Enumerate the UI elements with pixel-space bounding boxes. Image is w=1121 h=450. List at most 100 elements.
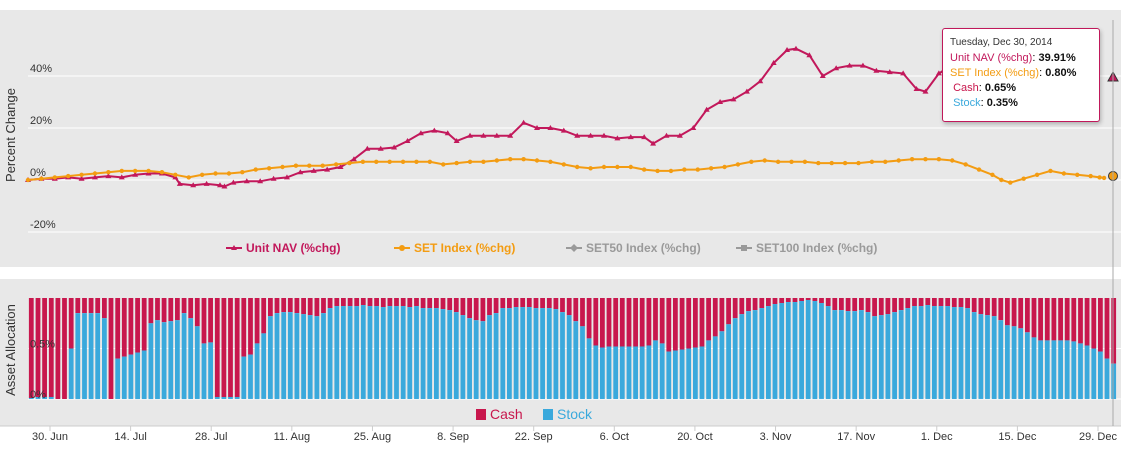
bar-cash — [387, 298, 393, 307]
x-axis-tick-label: 11. Aug — [274, 431, 311, 443]
series-point-unit_nav — [770, 60, 777, 65]
bar-cash — [553, 298, 559, 310]
bar-cash — [62, 298, 67, 399]
legend-item-unit_nav[interactable]: Unit NAV (%chg) — [226, 241, 340, 255]
bar-cash — [168, 298, 174, 322]
bar-cash — [872, 298, 877, 317]
series-point-unit_nav — [391, 144, 398, 150]
series-point-set_index — [896, 158, 901, 163]
bar-stock — [593, 345, 599, 399]
series-point-set_index — [1048, 168, 1053, 174]
bar-cash — [726, 298, 731, 325]
series-point-set_index — [588, 166, 593, 171]
bar-stock — [507, 308, 512, 399]
bar-stock — [234, 396, 240, 399]
bar-stock — [1084, 345, 1090, 399]
bar-cash — [991, 298, 997, 317]
series-point-set_index — [240, 170, 245, 175]
series-point-set_index — [829, 160, 834, 166]
tooltip-date: Tuesday, Dec 30, 2014 — [950, 37, 1053, 48]
bar-cash — [520, 298, 526, 308]
tooltip-cash-label: Cash — [953, 82, 979, 94]
series-point-set_index — [749, 159, 754, 164]
bar-stock — [706, 340, 711, 400]
bar-cash — [294, 298, 300, 314]
bar-stock — [832, 310, 838, 400]
bar-cash — [799, 298, 804, 301]
bar-cash — [679, 298, 685, 350]
bar-stock — [746, 311, 751, 400]
bar-cash — [580, 298, 585, 327]
legend-item-set_index[interactable]: SET Index (%chg) — [394, 241, 515, 255]
bar-cash — [434, 298, 439, 309]
bar-cash — [121, 298, 127, 357]
legend-item-stock[interactable]: Stock — [543, 406, 593, 422]
bar-stock — [467, 318, 472, 399]
bar-cash — [566, 298, 572, 316]
x-axis-tick-label: 3. Nov — [760, 431, 792, 443]
legend-item-cash[interactable]: Cash — [476, 406, 523, 422]
bar-stock — [1098, 351, 1103, 400]
bar-stock — [460, 315, 466, 399]
series-point-set_index — [990, 172, 995, 177]
series-point-unit_nav — [614, 135, 621, 141]
bar-chart-y-tick-label: 0.5% — [30, 339, 55, 351]
bar-cash — [175, 298, 180, 321]
series-point-set_index — [762, 158, 767, 163]
series-point-set_index — [1008, 180, 1013, 185]
series-point-unit_nav — [846, 62, 853, 68]
bar-cash — [254, 298, 260, 344]
bar-cash — [732, 298, 738, 319]
legend-item-set50[interactable]: SET50 Index (%chg) — [566, 241, 701, 255]
bar-cash — [241, 298, 247, 357]
series-point-unit_nav — [283, 174, 290, 180]
series-point-unit_nav — [350, 156, 357, 162]
series-point-set_index — [521, 157, 526, 162]
bar-cash — [759, 298, 765, 309]
legend-item-set100[interactable]: SET100 Index (%chg) — [736, 241, 877, 255]
series-point-set_index — [307, 163, 312, 168]
bar-cash — [201, 298, 207, 344]
bar-stock — [321, 313, 326, 400]
bar-stock — [208, 342, 213, 400]
x-axis-tick-label: 17. Nov — [837, 431, 875, 443]
bar-stock — [274, 313, 280, 400]
bar-stock — [951, 307, 957, 399]
line-chart-y-tick-label: 40% — [30, 63, 52, 75]
bar-stock — [1038, 340, 1043, 400]
bar-stock — [447, 310, 453, 400]
series-point-unit_nav — [230, 179, 237, 185]
bar-stock — [991, 316, 997, 399]
legend-swatch — [476, 409, 486, 420]
bar-cash — [42, 298, 47, 397]
line-chart-grid — [28, 75, 1121, 233]
bar-cash — [460, 298, 466, 316]
bar-cash — [885, 298, 891, 315]
bar-chart-bars — [28, 298, 1117, 400]
bar-stock — [135, 352, 140, 400]
series-point-set_index — [39, 176, 44, 181]
line-chart-y-tick-label: 20% — [30, 115, 52, 127]
bar-chart-legend[interactable]: Cash Stock — [476, 406, 593, 422]
bar-stock — [281, 312, 287, 400]
series-point-set_index — [534, 158, 540, 163]
bar-cash — [115, 298, 121, 359]
bar-stock — [261, 333, 267, 399]
bar-cash — [453, 298, 459, 313]
legend-marker-icon — [231, 245, 237, 250]
bar-cash — [487, 298, 492, 316]
line-chart-legend[interactable]: Unit NAV (%chg) SET Index (%chg) SET50 Ind… — [226, 241, 877, 255]
bar-cash — [951, 298, 957, 308]
bar-stock — [799, 301, 804, 400]
series-point-unit_nav — [743, 88, 750, 94]
bar-stock — [965, 308, 970, 399]
bar-stock — [414, 306, 419, 399]
bar-stock — [812, 301, 818, 400]
bar-cash — [221, 298, 227, 397]
series-point-set_index — [454, 160, 459, 166]
bar-stock — [905, 308, 911, 399]
series-point-unit_nav — [78, 175, 85, 181]
line-chart-y-tick-label: 0% — [30, 167, 46, 179]
series-point-set_index — [668, 168, 674, 174]
bar-cash — [35, 298, 41, 397]
